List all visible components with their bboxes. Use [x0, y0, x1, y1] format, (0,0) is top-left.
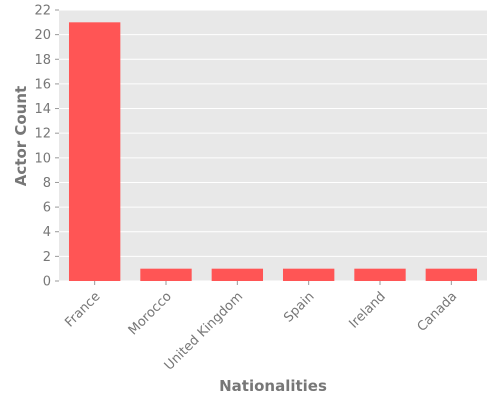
x-tick-label: Morocco — [126, 289, 175, 338]
y-tick-label: 22 — [34, 4, 51, 19]
y-tick-labels: 0 2 4 6 8 10 12 14 16 18 20 22 — [34, 4, 51, 290]
bar — [282, 268, 335, 281]
x-tick-label: United Kingdom — [162, 289, 246, 373]
x-tick-label: France — [62, 289, 103, 330]
y-tick-label: 6 — [43, 201, 51, 216]
y-tick-label: 16 — [34, 77, 51, 92]
y-tick-label: 14 — [34, 102, 51, 117]
bar — [140, 268, 192, 281]
plot-area — [59, 10, 487, 281]
x-tick-label: Ireland — [346, 289, 388, 331]
y-tick-label: 2 — [43, 250, 51, 265]
bar — [68, 22, 121, 282]
bars — [68, 22, 478, 282]
y-tick-label: 18 — [34, 53, 51, 68]
bar — [211, 268, 264, 281]
gridlines — [55, 9, 487, 282]
x-axis-title: Nationalities — [219, 377, 327, 395]
y-tick-label: 4 — [43, 225, 51, 240]
bar — [354, 268, 406, 281]
x-tick-label: Canada — [415, 289, 461, 335]
x-tick-label: Spain — [281, 289, 317, 325]
y-tick-label: 10 — [34, 151, 51, 166]
y-tick-label: 20 — [34, 28, 51, 43]
y-axis-title: Actor Count — [12, 86, 30, 186]
y-tick-label: 8 — [43, 176, 51, 191]
bar — [425, 268, 478, 281]
y-tick-label: 0 — [43, 275, 51, 290]
y-tick-label: 12 — [34, 127, 51, 142]
